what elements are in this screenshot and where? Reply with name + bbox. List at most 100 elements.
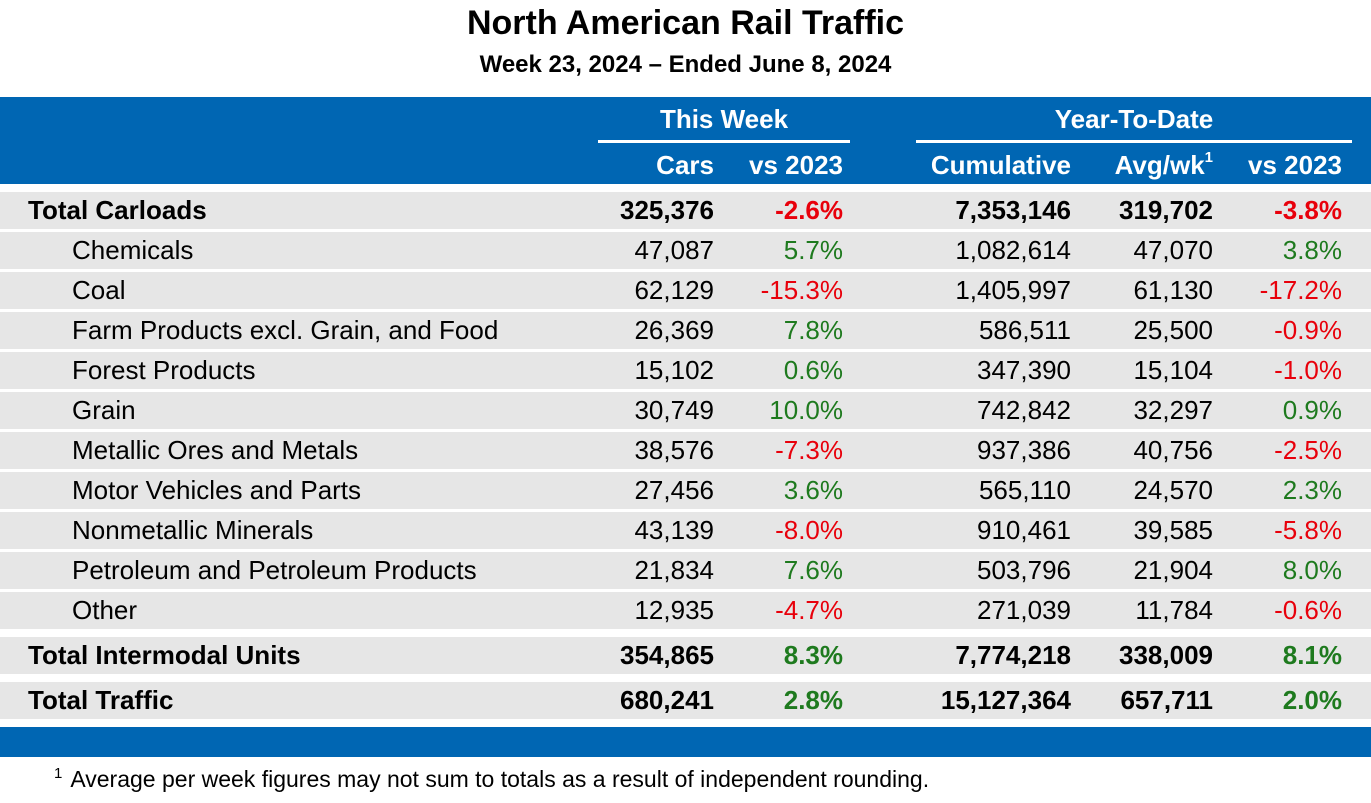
table-row: Farm Products excl. Grain, and Food 26,36… bbox=[0, 312, 1371, 349]
row-label: Total Carloads bbox=[28, 195, 207, 225]
table-row: Coal 62,129 -15.3% 1,405,997 61,130 -17.2% bbox=[0, 272, 1371, 309]
vs-2023-ytd-cell: -2.5% bbox=[1274, 435, 1342, 465]
column-header-cars: Cars bbox=[656, 150, 714, 180]
cumulative-cell: 742,842 bbox=[977, 395, 1071, 425]
row-label: Grain bbox=[72, 395, 136, 425]
table-footer-band bbox=[0, 727, 1371, 757]
avg-wk-cell: 25,500 bbox=[1133, 315, 1213, 345]
cars-cell: 15,102 bbox=[634, 355, 714, 385]
avg-wk-cell: 21,904 bbox=[1133, 555, 1213, 585]
footnote-mark: 1 bbox=[54, 765, 63, 782]
group-underline-this-week bbox=[598, 140, 850, 143]
cars-cell: 30,749 bbox=[634, 395, 714, 425]
table-row: Grain 30,749 10.0% 742,842 32,297 0.9% bbox=[0, 392, 1371, 429]
avg-wk-cell: 32,297 bbox=[1133, 395, 1213, 425]
vs-2023-ytd-cell: -1.0% bbox=[1274, 355, 1342, 385]
column-header-cumulative: Cumulative bbox=[930, 150, 1071, 180]
table-row: Metallic Ores and Metals 38,576 -7.3% 937,3… bbox=[0, 432, 1371, 469]
group-header-ytd: Year-To-Date bbox=[1054, 104, 1214, 134]
vs-2023-ytd-cell: -5.8% bbox=[1274, 515, 1342, 545]
table-row: Other 12,935 -4.7% 271,039 11,784 -0.6% bbox=[0, 592, 1371, 629]
vs-2023-ytd-cell: -0.9% bbox=[1274, 315, 1342, 345]
column-header-vs2023-ytd: vs 2023 bbox=[1248, 150, 1342, 180]
cars-cell: 12,935 bbox=[634, 595, 714, 625]
vs-2023-ytd-cell: 2.3% bbox=[1282, 475, 1342, 505]
cars-cell: 354,865 bbox=[620, 640, 714, 670]
column-header-vs2023-week: vs 2023 bbox=[749, 150, 843, 180]
avg-wk-cell: 338,009 bbox=[1119, 640, 1213, 670]
cars-cell: 26,369 bbox=[634, 315, 714, 345]
avg-wk-cell: 61,130 bbox=[1133, 275, 1213, 305]
vs-2023-week-cell: 10.0% bbox=[769, 395, 843, 425]
row-label: Petroleum and Petroleum Products bbox=[72, 555, 477, 585]
avg-wk-cell: 11,784 bbox=[1135, 595, 1213, 625]
vs-2023-week-cell: 7.6% bbox=[783, 555, 843, 585]
vs-2023-week-cell: 8.3% bbox=[783, 640, 843, 670]
cars-cell: 680,241 bbox=[620, 685, 714, 715]
vs-2023-ytd-cell: 3.8% bbox=[1282, 235, 1342, 265]
table-row: Motor Vehicles and Parts 27,456 3.6% 565,11… bbox=[0, 472, 1371, 509]
footnote-text: Average per week figures may not sum to … bbox=[70, 766, 930, 792]
vs-2023-week-cell: -7.3% bbox=[775, 435, 843, 465]
vs-2023-ytd-cell: -17.2% bbox=[1259, 275, 1342, 305]
table-row: Chemicals 47,087 5.7% 1,082,614 47,070 3.8% bbox=[0, 232, 1371, 269]
cumulative-cell: 15,127,364 bbox=[940, 685, 1071, 715]
row-label: Forest Products bbox=[72, 355, 256, 385]
vs-2023-week-cell: 7.8% bbox=[783, 315, 843, 345]
vs-2023-week-cell: 3.6% bbox=[783, 475, 843, 505]
row-label: Other bbox=[72, 595, 138, 625]
row-label: Chemicals bbox=[72, 235, 194, 265]
avg-wk-cell: 40,756 bbox=[1133, 435, 1213, 465]
vs-2023-ytd-cell: 0.9% bbox=[1282, 395, 1342, 425]
cars-cell: 47,087 bbox=[634, 235, 714, 265]
cumulative-cell: 271,039 bbox=[977, 595, 1071, 625]
row-label: Coal bbox=[72, 275, 126, 305]
cars-cell: 62,129 bbox=[634, 275, 714, 305]
avg-wk-footnote-mark: 1 bbox=[1204, 149, 1213, 167]
vs-2023-week-cell: -8.0% bbox=[775, 515, 843, 545]
row-label: Total Intermodal Units bbox=[28, 640, 301, 670]
cars-cell: 27,456 bbox=[634, 475, 714, 505]
vs-2023-week-cell: 0.6% bbox=[783, 355, 843, 385]
avg-wk-cell: 24,570 bbox=[1133, 475, 1213, 505]
table-row: Total Traffic 680,241 2.8% 15,127,364 657,71… bbox=[0, 682, 1371, 719]
row-label: Metallic Ores and Metals bbox=[72, 435, 359, 465]
vs-2023-ytd-cell: 8.1% bbox=[1282, 640, 1342, 670]
footnote: 1 Average per week figures may not sum to… bbox=[54, 765, 930, 793]
cumulative-cell: 7,774,218 bbox=[955, 640, 1071, 670]
column-header-avg-wk: Avg/wk1 bbox=[1114, 149, 1213, 180]
table-row: Total Carloads 325,376 -2.6% 7,353,146 319,7… bbox=[0, 192, 1371, 229]
cumulative-cell: 565,110 bbox=[978, 475, 1071, 505]
group-header-this-week: This Week bbox=[659, 104, 789, 134]
cumulative-cell: 503,796 bbox=[977, 555, 1071, 585]
group-underline-ytd bbox=[916, 140, 1352, 143]
vs-2023-ytd-cell: -0.6% bbox=[1274, 595, 1342, 625]
avg-wk-cell: 39,585 bbox=[1133, 515, 1213, 545]
page-subtitle: Week 23, 2024 – Ended June 8, 2024 bbox=[479, 51, 892, 78]
cars-cell: 325,376 bbox=[620, 195, 714, 225]
table-row: Nonmetallic Minerals 43,139 -8.0% 910,461 39… bbox=[0, 512, 1371, 549]
table-row: Petroleum and Petroleum Products 21,834 7.… bbox=[0, 552, 1371, 589]
page-title: North American Rail Traffic bbox=[466, 4, 905, 42]
avg-wk-cell: 15,104 bbox=[1133, 355, 1213, 385]
vs-2023-week-cell: -15.3% bbox=[760, 275, 843, 305]
cars-cell: 43,139 bbox=[634, 515, 714, 545]
cumulative-cell: 7,353,146 bbox=[955, 195, 1071, 225]
cumulative-cell: 910,461 bbox=[977, 515, 1071, 545]
cumulative-cell: 347,390 bbox=[977, 355, 1071, 385]
vs-2023-ytd-cell: -3.8% bbox=[1274, 195, 1342, 225]
table-row: Forest Products 15,102 0.6% 347,390 15,104 -1… bbox=[0, 352, 1371, 389]
row-label: Nonmetallic Minerals bbox=[72, 515, 314, 545]
cars-cell: 38,576 bbox=[634, 435, 714, 465]
cumulative-cell: 1,405,997 bbox=[955, 275, 1071, 305]
vs-2023-ytd-cell: 2.0% bbox=[1282, 685, 1342, 715]
table-row: Total Intermodal Units 354,865 8.3% 7,774,2… bbox=[0, 637, 1371, 674]
vs-2023-ytd-cell: 8.0% bbox=[1282, 555, 1342, 585]
cumulative-cell: 586,511 bbox=[978, 315, 1071, 345]
vs-2023-week-cell: 2.8% bbox=[783, 685, 843, 715]
vs-2023-week-cell: -4.7% bbox=[775, 595, 843, 625]
avg-wk-cell: 657,711 bbox=[1120, 685, 1213, 715]
avg-wk-cell: 319,702 bbox=[1119, 195, 1213, 225]
vs-2023-week-cell: 5.7% bbox=[783, 235, 843, 265]
cumulative-cell: 1,082,614 bbox=[955, 235, 1071, 265]
